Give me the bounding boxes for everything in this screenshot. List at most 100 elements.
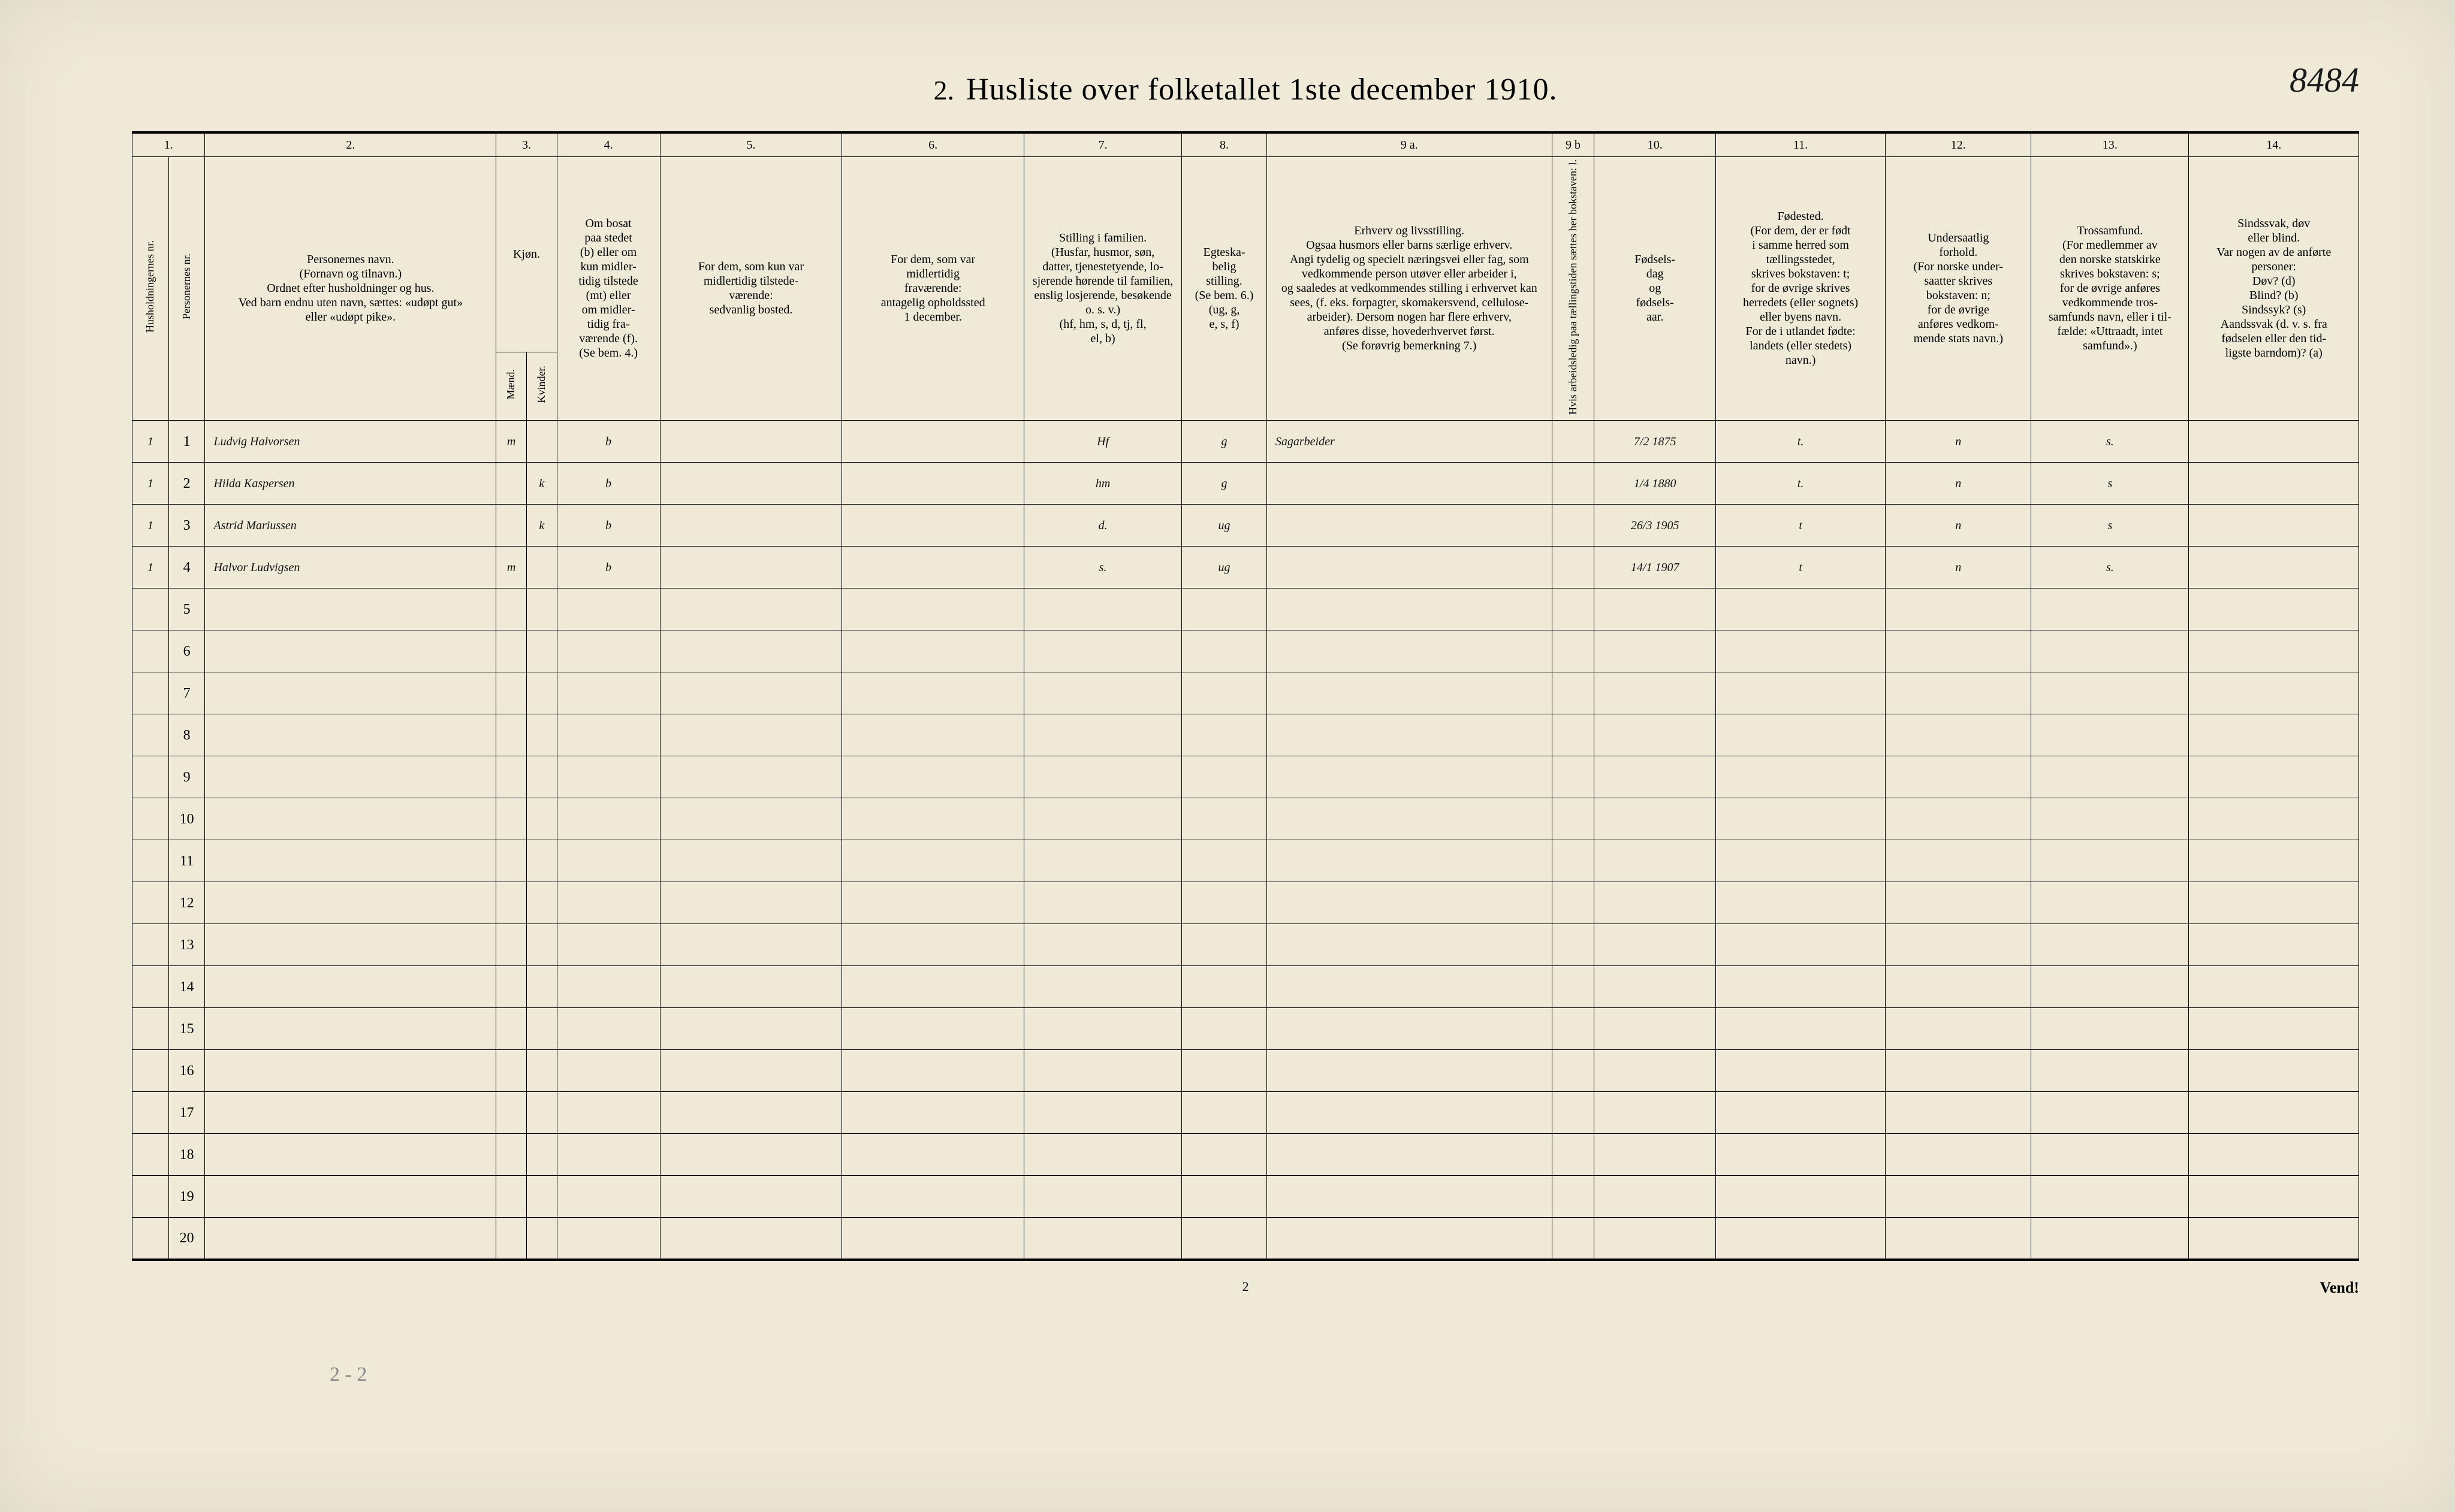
cell-empty — [1266, 672, 1552, 714]
cell-empty — [557, 1092, 660, 1134]
cell-empty — [1182, 1050, 1267, 1092]
cell-empty — [1715, 714, 1885, 756]
cell-empty — [2031, 1050, 2189, 1092]
cell-empty — [205, 882, 496, 924]
cell-pn: 20 — [168, 1218, 205, 1260]
cell-empty — [2031, 588, 2189, 630]
cell-empty — [1886, 588, 2031, 630]
cell-empty — [2189, 672, 2359, 714]
colnum-6: 6. — [842, 132, 1024, 156]
cell-empty — [557, 630, 660, 672]
cell-empty — [496, 1134, 527, 1176]
cell-empty — [1182, 924, 1267, 966]
cell-empty — [557, 672, 660, 714]
cell-empty — [1182, 966, 1267, 1008]
cell-fsted: t — [1715, 547, 1885, 588]
cell-empty — [2189, 840, 2359, 882]
table-row: 8 — [132, 714, 2359, 756]
cell-empty — [132, 966, 169, 1008]
cell-empty — [842, 630, 1024, 672]
cell-c14 — [2189, 505, 2359, 547]
cell-empty — [557, 798, 660, 840]
cell-empty — [526, 1218, 557, 1260]
hdr-occupation: Erhverv og livsstilling. Ogsaa husmors e… — [1266, 156, 1552, 421]
cell-empty — [1715, 672, 1885, 714]
cell-empty — [1886, 1092, 2031, 1134]
cell-erhv — [1266, 505, 1552, 547]
cell-empty — [1024, 1092, 1181, 1134]
cell-empty — [526, 1008, 557, 1050]
cell-empty — [1552, 882, 1594, 924]
cell-name: Ludvig Halvorsen — [205, 421, 496, 463]
table-row: 7 — [132, 672, 2359, 714]
cell-empty — [1594, 798, 1715, 840]
colnum-5: 5. — [660, 132, 842, 156]
cell-empty — [1024, 630, 1181, 672]
cell-empty — [205, 630, 496, 672]
cell-c9b — [1552, 547, 1594, 588]
cell-empty — [557, 1008, 660, 1050]
cell-empty — [205, 714, 496, 756]
cell-empty — [2031, 840, 2189, 882]
cell-empty — [1552, 1176, 1594, 1218]
cell-empty — [842, 1050, 1024, 1092]
cell-empty — [1024, 966, 1181, 1008]
cell-empty — [1024, 1176, 1181, 1218]
table-body: 1 1 Ludvig Halvorsen m b Hf g Sagarbeide… — [132, 421, 2359, 1260]
cell-pn: 1 — [168, 421, 205, 463]
cell-name: Halvor Ludvigsen — [205, 547, 496, 588]
cell-empty — [1594, 966, 1715, 1008]
cell-empty — [526, 1176, 557, 1218]
colnum-13: 13. — [2031, 132, 2189, 156]
cell-pn: 14 — [168, 966, 205, 1008]
cell-empty — [205, 1218, 496, 1260]
cell-bosat: b — [557, 505, 660, 547]
cell-empty — [496, 1176, 527, 1218]
cell-empty — [1182, 1176, 1267, 1218]
cell-empty — [132, 1218, 169, 1260]
hdr-sex-m: Mænd. — [496, 352, 527, 421]
cell-empty — [1552, 1008, 1594, 1050]
cell-empty — [205, 966, 496, 1008]
cell-empty — [205, 1092, 496, 1134]
cell-empty — [2189, 630, 2359, 672]
cell-fam: Hf — [1024, 421, 1181, 463]
cell-empty — [2031, 1134, 2189, 1176]
cell-sex-m: m — [496, 547, 527, 588]
cell-empty — [1266, 1176, 1552, 1218]
cell-pn: 12 — [168, 882, 205, 924]
cell-empty — [496, 1218, 527, 1260]
cell-bosat: b — [557, 421, 660, 463]
cell-empty — [660, 1092, 842, 1134]
cell-empty — [660, 1218, 842, 1260]
cell-empty — [1182, 840, 1267, 882]
cell-empty — [660, 882, 842, 924]
cell-empty — [1886, 1134, 2031, 1176]
cell-empty — [1715, 1008, 1885, 1050]
cell-empty — [1552, 630, 1594, 672]
cell-empty — [526, 756, 557, 798]
cell-c6 — [842, 505, 1024, 547]
cell-empty — [205, 588, 496, 630]
cell-empty — [132, 798, 169, 840]
cell-empty — [842, 924, 1024, 966]
cell-pn: 2 — [168, 463, 205, 505]
hdr-birthdate: Fødsels- dag og fødsels- aar. — [1594, 156, 1715, 421]
hdr-residence: Om bosat paa stedet (b) eller om kun mid… — [557, 156, 660, 421]
header-detail-row: Husholdningernes nr. Personernes nr. Per… — [132, 156, 2359, 352]
cell-pn: 17 — [168, 1092, 205, 1134]
cell-empty — [1552, 672, 1594, 714]
cell-empty — [660, 630, 842, 672]
cell-erhv — [1266, 463, 1552, 505]
hdr-person-nr: Personernes nr. — [168, 156, 205, 421]
cell-fsted: t. — [1715, 463, 1885, 505]
hdr-person-nr-text: Personernes nr. — [180, 253, 194, 319]
cell-empty — [1266, 714, 1552, 756]
table-row: 19 — [132, 1176, 2359, 1218]
table-row: 6 — [132, 630, 2359, 672]
cell-empty — [526, 1134, 557, 1176]
cell-empty — [1266, 798, 1552, 840]
cell-c14 — [2189, 463, 2359, 505]
cell-empty — [1886, 840, 2031, 882]
cell-empty — [557, 1218, 660, 1260]
